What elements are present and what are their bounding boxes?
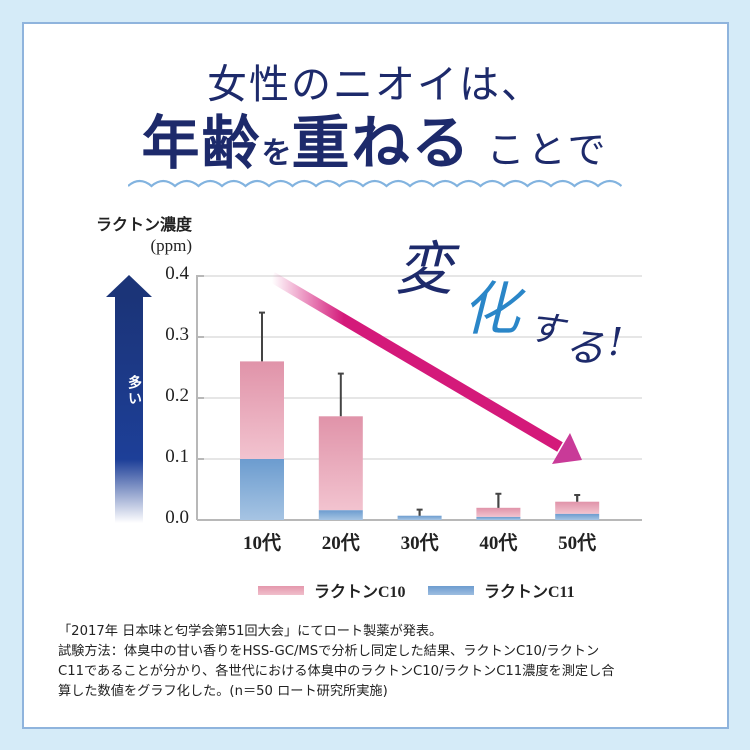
y-tick-label: 0.0 — [165, 507, 189, 528]
legend-label: ラクトンC10 — [314, 584, 406, 601]
headline-part: 年齢 — [141, 109, 262, 177]
bar-c11 — [397, 515, 442, 520]
bar-c11 — [476, 516, 521, 520]
headline-part: 重ねる — [291, 109, 472, 177]
change-char: ! — [608, 320, 624, 364]
legend-item-c10: ラクトンC10 — [258, 578, 406, 602]
more-label: 多い — [126, 375, 142, 407]
trend-arrow-icon — [269, 272, 563, 452]
y-axis-title: ラクトン濃度 — [95, 217, 192, 234]
x-tick-label: 10代 — [242, 533, 281, 554]
bar-c10 — [318, 416, 363, 511]
up-arrow-icon — [106, 275, 152, 523]
trend-arrow-head-icon — [552, 433, 582, 464]
change-char: 変 — [395, 235, 454, 303]
legend-item-c11: ラクトンC11 — [428, 578, 575, 602]
footnote: 「2017年 日本味と匂学会第51回大会」にてロート製薬が発表。 試験方法：体臭… — [58, 622, 718, 702]
bar-c10 — [476, 507, 521, 517]
wavy-divider — [128, 179, 622, 188]
bar-c11 — [318, 510, 363, 520]
headline-line2: 年齢を重ねる ことで — [0, 96, 750, 180]
y-tick-label: 0.1 — [165, 446, 189, 467]
bar-c10 — [240, 361, 284, 459]
headline-part: を — [261, 136, 292, 171]
y-axis-unit: (ppm) — [150, 236, 192, 255]
change-char: る — [561, 322, 608, 374]
x-tick-label: 20代 — [321, 533, 360, 554]
footnote-line: 算した数値をグラフ化した。(n＝50 ロート研究所実施) — [58, 684, 388, 699]
y-tick-label: 0.4 — [165, 263, 189, 284]
footnote-line: 試験方法：体臭中の甘い香りをHSS-GC/MSで分析し同定した結果、ラクトンC1… — [58, 644, 600, 659]
x-tick-label: 40代 — [479, 533, 518, 554]
y-tick-label: 0.2 — [165, 385, 189, 406]
bar-c11 — [555, 513, 600, 520]
x-tick-label: 30代 — [400, 533, 439, 554]
headline-line1: 女性のニオイは、 — [207, 62, 543, 108]
change-char: す — [524, 306, 567, 353]
y-axis-label: ラクトン濃度 (ppm) — [92, 216, 192, 256]
y-tick-label: 0.3 — [165, 324, 189, 345]
bar-c11 — [240, 459, 284, 520]
footnote-line: 「2017年 日本味と匂学会第51回大会」にてロート製薬が発表。 — [58, 624, 443, 639]
change-char: 化 — [462, 275, 521, 343]
legend-swatch-c11 — [428, 585, 474, 595]
legend-swatch-c10 — [258, 585, 304, 595]
bar-c10 — [555, 501, 600, 514]
footnote-line: C11であることが分かり、各世代における体臭中のラクトンC10/ラクトンC11濃… — [58, 664, 615, 679]
legend-label: ラクトンC11 — [484, 584, 575, 601]
headline-part: ことで — [471, 128, 609, 172]
bar-chart — [196, 272, 642, 521]
x-tick-label: 50代 — [558, 533, 597, 554]
